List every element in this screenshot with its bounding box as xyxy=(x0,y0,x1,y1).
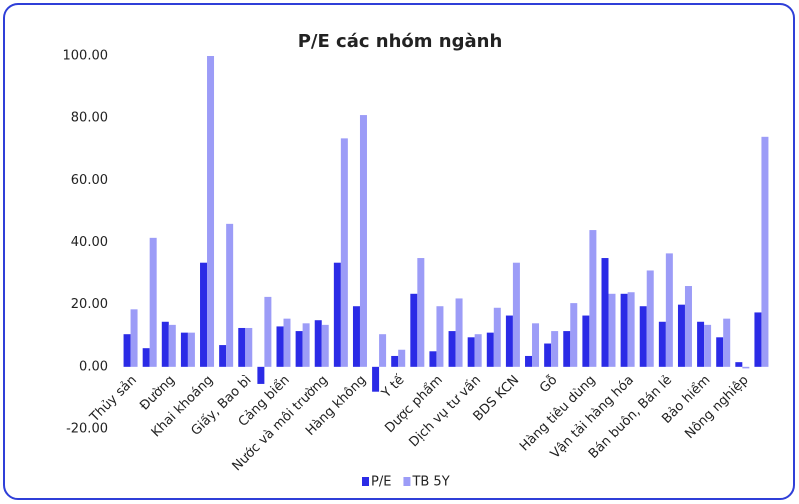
bar xyxy=(391,355,399,367)
bar xyxy=(448,331,456,367)
y-tick-label: 20.00 xyxy=(71,297,108,312)
bar xyxy=(589,230,597,367)
bar xyxy=(525,355,533,367)
legend-swatch xyxy=(403,477,411,486)
bar xyxy=(646,270,654,367)
bar xyxy=(123,334,131,367)
bar xyxy=(704,324,712,367)
bar xyxy=(716,337,724,367)
bar xyxy=(551,331,559,367)
bar xyxy=(761,136,769,367)
bar xyxy=(372,366,380,392)
bar xyxy=(639,306,647,367)
bar xyxy=(295,331,303,367)
bar xyxy=(627,292,635,367)
bar xyxy=(601,258,609,367)
bar xyxy=(180,332,188,367)
y-tick-label: 80.00 xyxy=(71,111,108,126)
bar xyxy=(582,315,590,367)
bar xyxy=(314,320,322,367)
bar xyxy=(532,323,540,367)
bar xyxy=(264,296,272,367)
bar xyxy=(168,324,176,367)
bar xyxy=(486,332,494,367)
bar xyxy=(238,327,246,367)
bar xyxy=(149,237,157,367)
bar xyxy=(245,327,253,367)
bar xyxy=(352,306,360,367)
bar xyxy=(608,293,616,367)
y-tick-label: 60.00 xyxy=(71,173,108,188)
y-tick-label: -20.00 xyxy=(66,422,108,437)
bar xyxy=(563,331,571,367)
bar xyxy=(474,334,482,367)
bar xyxy=(226,223,234,367)
bar xyxy=(398,349,406,367)
bar xyxy=(697,321,705,367)
bar xyxy=(493,307,501,367)
bar xyxy=(200,262,208,367)
legend-label: TB 5Y xyxy=(411,475,449,490)
bar xyxy=(723,318,731,367)
y-tick-label: 100.00 xyxy=(63,49,109,64)
bar xyxy=(677,304,685,367)
y-tick-label: 40.00 xyxy=(71,235,108,250)
bar xyxy=(512,262,520,367)
bar xyxy=(379,334,387,367)
bar xyxy=(665,253,673,367)
bar xyxy=(333,262,341,367)
bar xyxy=(359,115,367,367)
bar xyxy=(283,318,291,367)
bar xyxy=(742,366,750,369)
bar xyxy=(340,138,348,367)
y-tick-label: 0.00 xyxy=(79,359,108,374)
legend-label: P/E xyxy=(371,475,391,490)
bar xyxy=(130,309,138,367)
bar xyxy=(505,315,513,367)
bar xyxy=(142,348,150,367)
bar xyxy=(436,306,444,367)
bar xyxy=(754,312,762,367)
chart-frame xyxy=(3,3,795,500)
bar xyxy=(429,351,437,367)
bar xyxy=(207,56,215,367)
bar xyxy=(455,298,463,367)
bar xyxy=(161,321,169,367)
bar xyxy=(570,303,578,367)
bar xyxy=(658,321,666,367)
bar xyxy=(684,286,692,367)
bar xyxy=(544,343,552,367)
bar xyxy=(276,326,284,367)
bar xyxy=(187,332,195,367)
bar xyxy=(735,362,743,367)
bar xyxy=(620,293,628,367)
legend-swatch xyxy=(362,477,369,486)
bar xyxy=(321,324,329,367)
bar xyxy=(410,293,418,367)
chart-title: P/E các nhóm ngành xyxy=(298,31,503,52)
bar xyxy=(302,323,310,367)
bar xyxy=(467,337,475,367)
bar xyxy=(417,258,425,367)
bar xyxy=(257,366,265,384)
bar xyxy=(219,345,227,367)
